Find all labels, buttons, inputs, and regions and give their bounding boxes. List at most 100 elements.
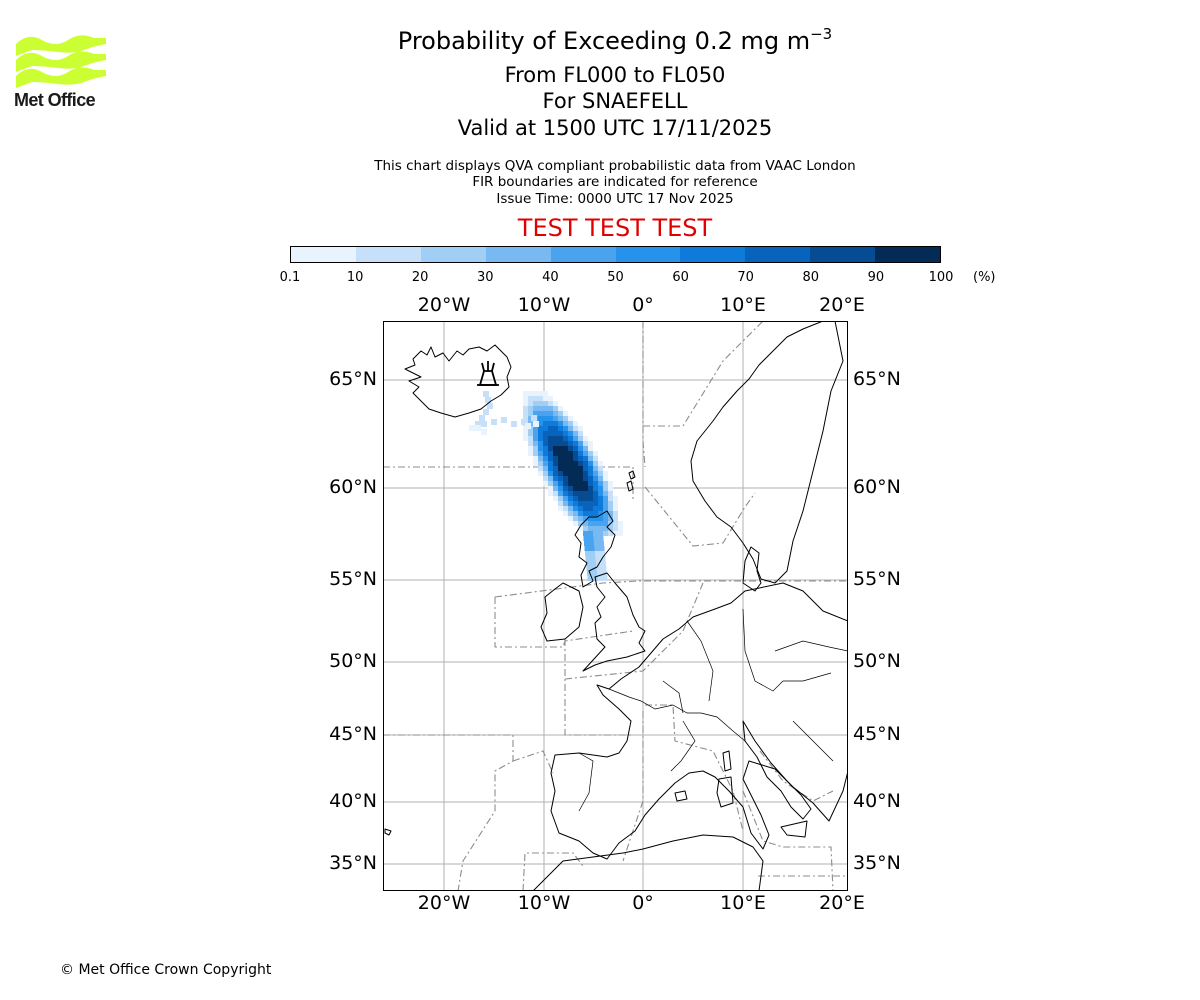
ash-cell <box>563 486 568 491</box>
ash-cell <box>553 436 558 441</box>
ash-cell <box>531 415 537 421</box>
ash-cell <box>563 441 568 446</box>
ash-cell <box>563 436 568 441</box>
ash-cell <box>538 456 543 461</box>
ash-cell <box>578 496 583 501</box>
ash-cell <box>584 546 590 551</box>
ash-cell <box>583 531 588 536</box>
latitude-label-left: 50°N <box>329 650 377 672</box>
ash-cell <box>608 526 613 531</box>
ash-cell <box>548 446 553 451</box>
probability-colorbar <box>290 246 941 263</box>
ash-cell <box>583 511 588 516</box>
ash-cell <box>558 446 563 451</box>
ash-cell <box>543 416 548 421</box>
ash-cell <box>523 436 528 441</box>
ash-cell <box>602 576 608 581</box>
ash-cell <box>608 511 613 516</box>
ash-cell <box>543 446 548 451</box>
ash-cell <box>588 526 593 531</box>
ash-cell <box>487 403 493 409</box>
ash-cell <box>543 421 548 426</box>
ash-cell <box>598 491 603 496</box>
ash-cell <box>538 411 543 416</box>
ash-cell <box>528 401 533 406</box>
ash-cell <box>485 397 491 403</box>
ash-cell <box>573 426 578 431</box>
ash-cell <box>553 486 558 491</box>
colorbar-segment <box>875 247 941 262</box>
ash-cell <box>533 406 538 411</box>
latitude-label-right: 35°N <box>853 852 901 874</box>
ash-cell <box>528 406 533 411</box>
colorbar-tick-label: 40 <box>542 270 559 285</box>
latitude-label-right: 55°N <box>853 568 901 590</box>
ash-cell <box>613 526 618 531</box>
ash-cell <box>595 551 600 556</box>
ash-cell <box>598 481 603 486</box>
ash-cell <box>583 501 588 506</box>
ash-cell <box>548 456 553 461</box>
longitude-label-bottom: 10°E <box>720 892 766 914</box>
ash-cell <box>558 476 563 481</box>
ash-cell <box>590 551 595 556</box>
ash-cell <box>603 476 608 481</box>
longitude-label-top: 20°W <box>417 294 471 316</box>
ash-cell <box>591 561 596 566</box>
volcano-marker-icon <box>477 361 499 386</box>
graticule <box>383 321 848 891</box>
ash-cell <box>588 486 593 491</box>
ash-cell <box>558 501 563 506</box>
ash-cell <box>553 456 558 461</box>
ash-cell <box>533 436 538 441</box>
colorbar-tick-label: 60 <box>672 270 689 285</box>
ash-cell <box>586 566 592 571</box>
ash-cell <box>563 476 568 481</box>
ash-cell <box>543 396 548 401</box>
ash-cell <box>586 561 591 566</box>
map-panel <box>383 321 848 891</box>
ash-cell <box>603 491 608 496</box>
ash-cell <box>568 501 573 506</box>
ash-cell <box>543 406 548 411</box>
ash-cell <box>589 541 594 546</box>
ash-cell <box>573 421 578 426</box>
ash-cell <box>601 561 606 566</box>
ash-cell <box>538 426 543 431</box>
ash-cell <box>603 486 608 491</box>
ash-cell <box>553 411 558 416</box>
ash-cell <box>578 426 583 431</box>
ash-cell <box>573 481 578 486</box>
ash-cell <box>599 541 604 546</box>
ash-cell <box>553 431 558 436</box>
colorbar-segment <box>550 247 616 262</box>
ash-cell <box>548 476 553 481</box>
ash-cell <box>593 456 598 461</box>
ash-cell <box>613 511 618 516</box>
ash-cell <box>583 496 588 501</box>
ash-cell <box>593 501 598 506</box>
ash-cell <box>618 531 623 536</box>
ash-cell <box>533 426 538 431</box>
latitude-label-right: 40°N <box>853 790 901 812</box>
ash-cell <box>558 441 563 446</box>
ash-cell <box>533 441 538 446</box>
ash-cell <box>608 501 613 506</box>
ash-cell <box>583 436 588 441</box>
longitude-label-bottom: 0° <box>632 892 654 914</box>
ash-cell <box>548 436 553 441</box>
ash-cell <box>599 546 605 551</box>
copyright-notice: © Met Office Crown Copyright <box>60 962 272 978</box>
ash-cell <box>597 571 602 576</box>
ash-cell <box>483 391 489 397</box>
colorbar-tick-label: 70 <box>737 270 754 285</box>
ash-cell <box>558 416 563 421</box>
colorbar-segment <box>355 247 421 262</box>
fir-note: FIR boundaries are indicated for referen… <box>472 174 758 190</box>
latitude-label-left: 35°N <box>329 852 377 874</box>
ash-cell <box>598 501 603 506</box>
ash-cell <box>543 431 548 436</box>
ash-cell <box>528 411 533 416</box>
ash-cell <box>533 431 538 436</box>
ash-cell <box>588 511 593 516</box>
